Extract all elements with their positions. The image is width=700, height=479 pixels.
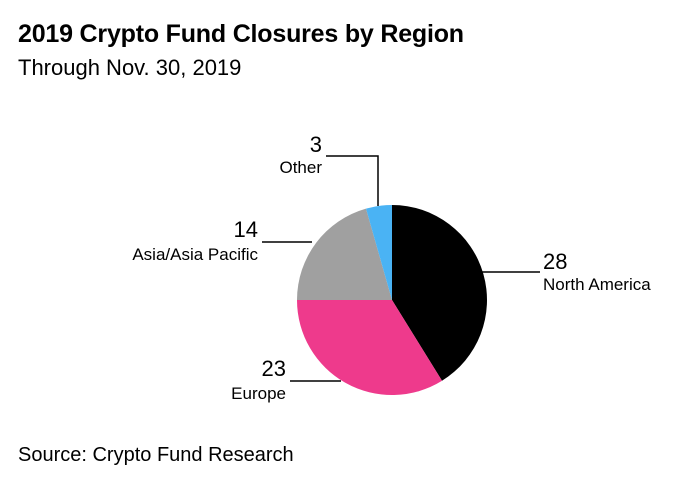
data-label-name-asia-asia-pacific: Asia/Asia Pacific <box>132 245 258 264</box>
chart-subtitle: Through Nov. 30, 2019 <box>18 55 242 80</box>
data-label-value-europe: 23 <box>262 356 286 381</box>
pie-slice-asia-asia-pacific <box>297 208 392 300</box>
data-label-name-europe: Europe <box>231 384 286 403</box>
data-label-name-north-america: North America <box>543 275 651 294</box>
data-label-value-north-america: 28 <box>543 249 567 274</box>
pie-slice-europe <box>296 300 443 395</box>
leader-line-other <box>326 155 379 206</box>
data-label-value-asia-asia-pacific: 14 <box>234 217 258 242</box>
data-label-name-other: Other <box>279 158 322 177</box>
data-label-value-other: 3 <box>310 132 322 157</box>
pie-slice-other <box>366 205 392 300</box>
chart-title: 2019 Crypto Fund Closures by Region <box>18 20 464 48</box>
source-note: Source: Crypto Fund Research <box>18 444 294 466</box>
pie-slice-north-america <box>392 205 487 381</box>
